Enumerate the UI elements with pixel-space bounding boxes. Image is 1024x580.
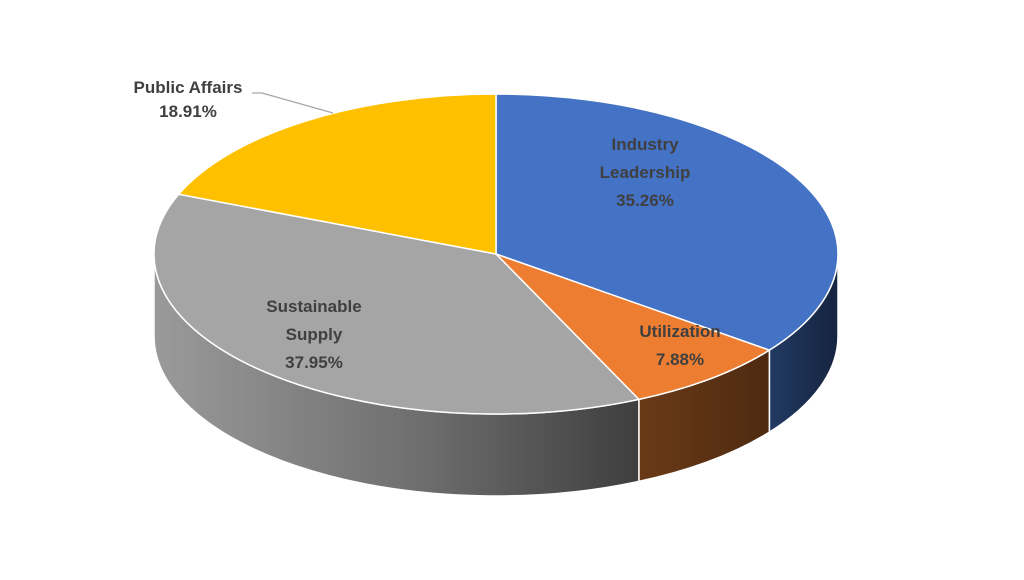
leader-line-public-affairs (252, 92, 334, 114)
data-label-utilization: Utilization 7.88% (639, 322, 720, 369)
data-label-sustainable-supply: Sustainable Supply 37.95% (266, 297, 361, 372)
pie-slice-utilization (495, 253, 771, 401)
data-label-industry-leadership: Industry Leadership 35.26% (600, 135, 691, 210)
pie-slice-public-affairs (177, 93, 497, 255)
pie-slice-sustainable-supply (153, 193, 640, 415)
data-label-public-affairs: Public Affairs 18.91% (134, 78, 243, 121)
pie-slice-industry-leadership (495, 93, 839, 351)
